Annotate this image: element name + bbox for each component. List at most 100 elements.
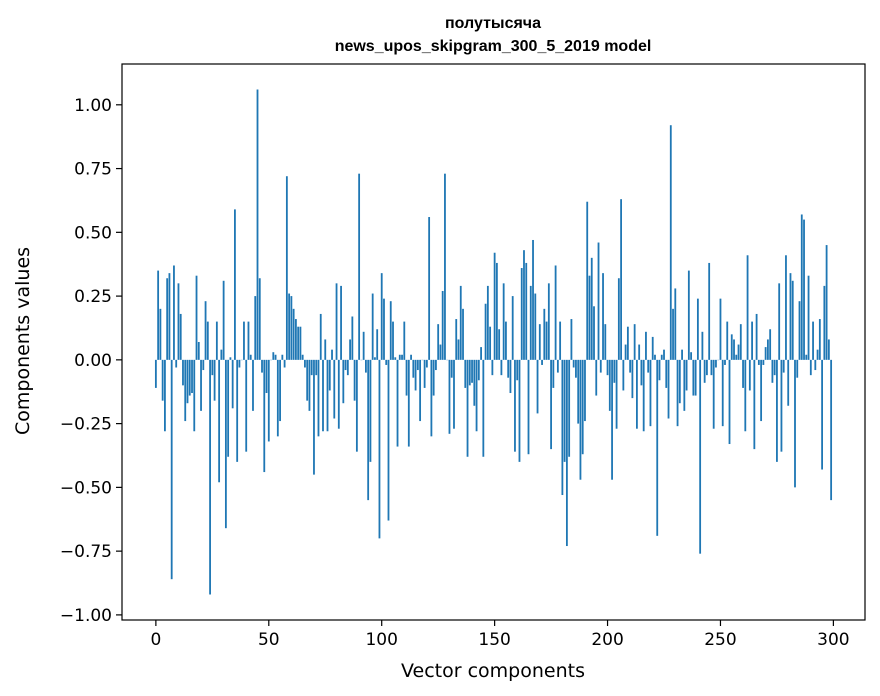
bar-85 [346,359,349,376]
bar-244 [706,359,708,376]
bar-232 [678,359,681,404]
bar-29 [220,349,223,360]
bar-58 [285,176,288,360]
bar-43 [252,359,254,411]
y-axis-label: Components values [12,247,34,435]
bar-190 [584,359,586,422]
x-axis-label: Vector components [401,660,585,682]
bar-71 [315,359,318,376]
bar-70 [313,359,315,475]
bar-7 [170,359,173,580]
y-tick-label: −1.00 [60,606,112,626]
bar-119 [423,359,426,388]
bar-203 [613,359,616,383]
bar-8 [173,265,175,360]
bar-282 [791,280,794,360]
bar-284 [796,359,799,378]
bar-99 [378,359,381,539]
bar-113 [410,354,412,360]
bar-27 [215,321,218,360]
bar-4 [164,359,166,432]
bar-209 [626,326,629,360]
bar-163 [523,250,525,360]
bar-235 [685,359,688,391]
bar-191 [586,201,589,360]
bar-159 [514,359,516,452]
bar-50 [267,359,270,442]
bar-214 [638,344,641,360]
bar-53 [274,354,277,360]
bar-236 [687,270,690,360]
bar-2 [159,308,162,360]
bar-19 [197,342,200,360]
y-tick-label: 0.00 [74,351,112,371]
bar-78 [331,349,333,360]
bar-289 [807,275,810,360]
bar-47 [261,359,263,373]
bar-205 [617,278,620,360]
bar-231 [676,359,679,427]
bar-245 [708,262,711,360]
bar-262 [746,255,749,360]
bar-156 [507,359,510,378]
y-axis: −1.00 −0.75 −0.50 −0.25 0.00 0.25 0.50 0.75 1.00 [60,96,122,626]
y-tick-label: 0.25 [74,287,112,307]
bar-106 [394,357,397,360]
bar-221 [654,354,656,360]
bar-208 [624,344,627,360]
bar-1 [157,270,160,360]
bar-279 [785,255,787,360]
bar-10 [177,283,180,360]
bar-212 [633,324,636,360]
bar-164 [525,262,528,360]
bar-256 [733,339,735,360]
bar-261 [744,359,747,432]
bar-96 [371,293,374,360]
bar-207 [622,359,625,391]
bar-278 [782,359,785,373]
bar-181 [563,359,566,462]
bar-22 [204,301,207,360]
bar-144 [480,347,482,360]
bar-59 [288,293,291,360]
bar-272 [769,329,772,360]
bar-241 [699,359,702,554]
bar-287 [803,219,805,360]
bar-178 [556,359,559,373]
bar-94 [367,359,370,501]
bar-237 [690,352,693,360]
bar-213 [636,359,638,429]
bar-240 [696,298,699,360]
bar-295 [821,359,823,470]
bar-224 [660,354,663,360]
bar-259 [739,324,742,360]
bar-267 [757,359,760,365]
bar-102 [385,359,388,365]
bar-280 [787,359,790,406]
bar-142 [475,359,478,432]
bar-219 [649,359,652,427]
plot-frame [121,63,866,621]
bar-167 [532,239,534,360]
bar-286 [800,214,803,360]
bar-133 [455,319,458,360]
bar-166 [529,285,532,360]
bar-44 [254,296,257,360]
bar-193 [590,257,593,360]
bar-21 [202,359,205,371]
bar-273 [771,359,774,383]
x-tick-label: 250 [704,630,736,650]
bar-84 [344,359,347,371]
bar-18 [195,275,198,360]
bar-211 [631,359,634,399]
bar-165 [527,359,530,455]
bar-276 [778,283,781,360]
bar-34 [231,359,234,409]
bar-255 [730,334,733,360]
bar-194 [593,306,595,360]
bar-55 [279,359,281,422]
bar-230 [674,288,677,360]
bar-134 [457,339,460,360]
bar-65 [301,354,304,360]
bar-266 [755,313,758,360]
